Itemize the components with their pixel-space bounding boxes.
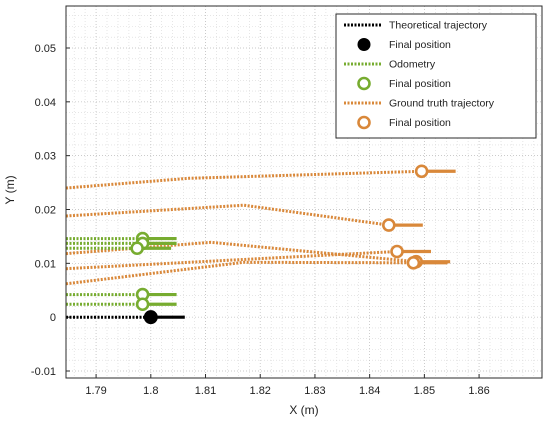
y-tick-label: 0 bbox=[50, 312, 56, 324]
ground_truth-final-position-marker bbox=[390, 244, 404, 259]
ground_truth-trajectory-line bbox=[65, 169, 422, 190]
ground_truth-final-position-marker bbox=[382, 218, 396, 232]
legend-label: Odometry bbox=[389, 59, 436, 71]
x-tick-label: 1.84 bbox=[359, 385, 380, 397]
x-tick-labels: 1.79 1.8 1.81 1.82 1.83 1.84 1.85 1.86 bbox=[85, 385, 489, 397]
y-tick-label: 0.01 bbox=[35, 258, 56, 270]
legend-filled-marker-swatch bbox=[357, 38, 371, 51]
ground_truth-final-position-marker bbox=[406, 255, 421, 270]
x-tick-label: 1.8 bbox=[143, 385, 158, 397]
legend-open-marker-swatch bbox=[357, 115, 371, 130]
odometry-final-position-marker bbox=[135, 297, 150, 312]
x-tick-label: 1.85 bbox=[414, 385, 435, 397]
legend-box bbox=[335, 13, 537, 139]
odometry-final-position-marker bbox=[130, 241, 144, 256]
series-layer bbox=[65, 164, 456, 325]
x-tick-label: 1.82 bbox=[250, 385, 271, 397]
legend-label: Final position bbox=[389, 39, 451, 51]
ground_truth-final-position-marker bbox=[414, 164, 429, 179]
x-axis-label: X (m) bbox=[289, 403, 318, 417]
legend-label: Theoretical trajectory bbox=[389, 20, 488, 32]
legend: Theoretical trajectory Final position Odom… bbox=[335, 13, 537, 139]
x-tick-label: 1.86 bbox=[468, 385, 489, 397]
y-axis-label: Y (m) bbox=[3, 175, 17, 204]
x-tick-label: 1.81 bbox=[195, 385, 216, 397]
y-tick-label: 0.03 bbox=[35, 151, 56, 163]
ground_truth-trajectory-line bbox=[65, 250, 398, 271]
y-tick-label: 0.04 bbox=[35, 97, 56, 109]
legend-open-marker-swatch bbox=[357, 76, 371, 91]
x-tick-label: 1.83 bbox=[304, 385, 325, 397]
y-tick-label: -0.01 bbox=[31, 366, 56, 378]
y-tick-label: 0.05 bbox=[35, 43, 56, 55]
legend-label: Final position bbox=[389, 117, 451, 129]
plot-frame bbox=[65, 5, 543, 379]
y-tick-label: 0.02 bbox=[35, 204, 56, 216]
legend-label: Final position bbox=[389, 78, 451, 90]
legend-label: Ground truth trajectory bbox=[389, 98, 495, 110]
ground_truth-trajectory-line bbox=[65, 260, 414, 286]
y-tick-labels: -0.01 0 0.01 0.02 0.03 0.04 0.05 bbox=[31, 43, 56, 378]
ground_truth-trajectory-line bbox=[65, 240, 417, 264]
theoretical-final-position-marker bbox=[143, 310, 158, 325]
x-tick-label: 1.79 bbox=[85, 385, 106, 397]
